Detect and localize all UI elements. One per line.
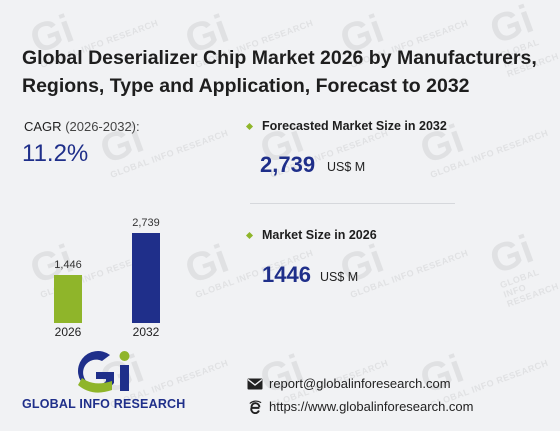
email-link[interactable]: report@globalinforesearch.com <box>269 376 451 391</box>
watermark-text: GLOBAL INFO RESEARCH <box>428 127 550 180</box>
gi-logo-icon <box>78 351 130 393</box>
brand-name: GLOBAL INFO RESEARCH <box>22 397 186 411</box>
stat-divider <box>250 203 455 204</box>
cagr-label-text: CAGR <box>24 119 62 134</box>
bar-value-label: 2,739 <box>132 217 160 229</box>
website-link[interactable]: https://www.globalinforesearch.com <box>269 399 474 414</box>
bar-category-label: 2032 <box>132 325 160 339</box>
current-value: 1446 <box>262 262 311 287</box>
cagr-label: CAGR (2026-2032): <box>24 119 140 134</box>
title-line-1: Global Deserializer Chip Market 2026 by … <box>22 47 537 69</box>
bar-2026 <box>54 275 82 323</box>
bullet-diamond-icon <box>245 122 254 131</box>
forecast-unit: US$ M <box>327 160 366 174</box>
bar-category-label: 2026 <box>54 325 82 339</box>
cagr-value: 11.2% <box>22 140 89 167</box>
bullet-diamond-icon <box>245 231 254 240</box>
watermark-logo: Gi <box>484 226 540 283</box>
page-title: Global Deserializer Chip Market 2026 by … <box>22 44 542 100</box>
current-unit: US$ M <box>320 270 359 284</box>
title-line-2: Regions, Type and Application, Forecast … <box>22 75 470 97</box>
watermark-text: GLOBAL INFO RESEARCH <box>108 127 230 180</box>
forecast-value: 2,739 <box>260 152 316 177</box>
envelope-icon <box>247 378 263 390</box>
current-label: Market Size in 2026 <box>262 228 377 242</box>
watermark-text: GLOBAL INFO RESEARCH <box>498 266 560 310</box>
brand-logo <box>22 345 192 415</box>
cagr-period: (2026-2032): <box>65 119 140 134</box>
watermark-text: GLOBAL INFO RESEARCH <box>348 247 470 300</box>
bar-2032 <box>132 233 160 323</box>
browser-e-icon <box>249 400 262 414</box>
forecast-label: Forecasted Market Size in 2032 <box>262 119 447 133</box>
bar-value-label: 1,446 <box>54 259 82 271</box>
